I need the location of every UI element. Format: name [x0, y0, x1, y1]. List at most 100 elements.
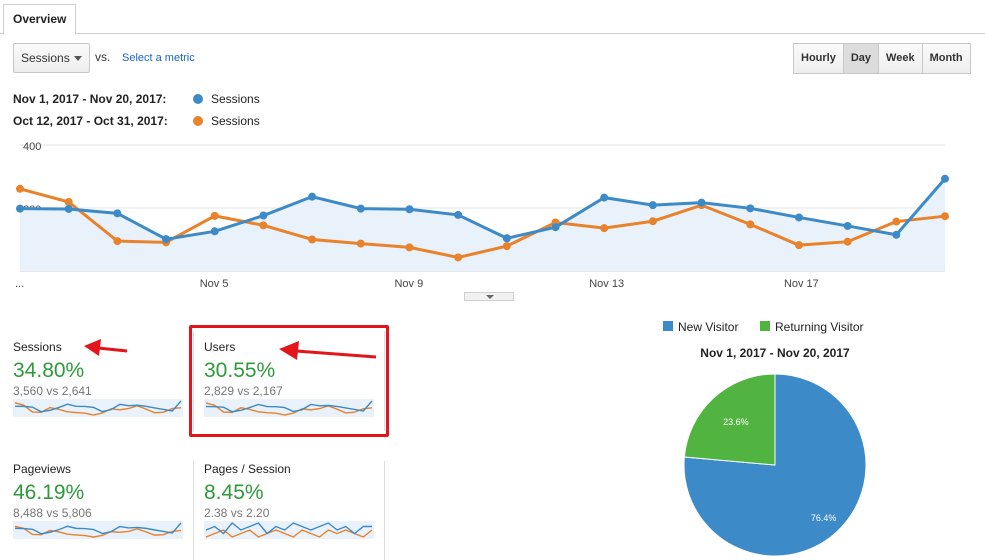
data-point [941, 174, 949, 183]
annotation-highlight-box [189, 325, 389, 437]
data-point [259, 211, 268, 220]
pie-slice-label: 23.6% [723, 417, 749, 427]
series-line-current [19, 177, 947, 241]
kpi-divider [193, 461, 194, 560]
visitor-pie-chart: 76.4% 23.6% [683, 373, 867, 557]
legend-swatch [760, 321, 770, 331]
pie-legend-new: New Visitor [663, 320, 738, 334]
data-point [113, 237, 122, 246]
granularity-buttons: Hourly Day Week Month [793, 43, 971, 74]
kpi-compare: 2,829 vs 2,167 [204, 384, 283, 398]
data-point [210, 211, 219, 220]
tab-overview[interactable]: Overview [3, 4, 77, 35]
kpi-pageviews[interactable]: Pageviews 46.19% 8,488 vs 5,806 [13, 462, 185, 539]
kpi-title: Pages / Session [204, 462, 291, 476]
kpi-sparkline [13, 521, 183, 539]
data-point [648, 201, 657, 210]
data-point [697, 198, 706, 207]
kpi-divider [384, 461, 385, 560]
vs-label: vs. [95, 50, 111, 64]
tab-bar: Overview [0, 0, 985, 35]
data-point [892, 217, 901, 226]
data-point [16, 204, 24, 213]
select-metric-link[interactable]: Select a metric [122, 52, 195, 64]
data-point [454, 253, 463, 262]
legend-series-previous: Sessions [211, 114, 260, 128]
data-point [308, 235, 317, 244]
data-point [405, 243, 414, 252]
kpi-sessions[interactable]: Sessions 34.80% 3,560 vs 2,641 [13, 340, 185, 417]
sparkline-background [204, 521, 374, 539]
kpi-divider [193, 331, 194, 431]
kpi-sparkline [204, 399, 374, 417]
chevron-down-icon [486, 295, 494, 299]
pie-legend-label: Returning Visitor [775, 320, 864, 334]
metric-dropdown[interactable]: Sessions [13, 43, 90, 73]
legend-dot-current [193, 94, 203, 104]
pie-title: Nov 1, 2017 - Nov 20, 2017 [700, 346, 850, 360]
data-point [356, 204, 365, 213]
data-point [551, 223, 560, 232]
kpi-divider [384, 331, 385, 431]
kpi-users[interactable]: Users 30.55% 2,829 vs 2,167 [204, 340, 376, 417]
kpi-sparkline [13, 399, 183, 417]
kpi-title: Users [204, 340, 236, 354]
kpi-sparkline [204, 521, 374, 539]
x-tick-label: Nov 13 [589, 278, 624, 290]
data-point [648, 217, 657, 226]
data-point [892, 230, 901, 239]
data-point [600, 224, 609, 233]
data-point [502, 234, 511, 243]
day-button[interactable]: Day [842, 43, 880, 74]
data-point [843, 221, 852, 230]
sparkline-previous [205, 529, 373, 538]
series-area-current [20, 178, 945, 271]
pie-legend-returning: Returning Visitor [760, 320, 864, 334]
legend-range-current: Nov 1, 2017 - Nov 20, 2017: [13, 92, 167, 106]
sparkline-current [205, 400, 373, 413]
month-button[interactable]: Month [921, 43, 971, 74]
data-point [843, 237, 852, 246]
sparkline-background [13, 521, 183, 539]
data-point [162, 235, 171, 244]
data-point [64, 198, 73, 207]
data-point [113, 209, 122, 218]
sparkline-background [204, 399, 374, 417]
data-point [502, 242, 511, 251]
kpi-compare: 8,488 vs 5,806 [13, 506, 92, 520]
sparkline-current [14, 522, 182, 535]
x-tick-label: Nov 9 [394, 278, 423, 290]
data-point [356, 239, 365, 248]
week-button[interactable]: Week [878, 43, 923, 74]
data-point [16, 184, 24, 193]
legend-series-current: Sessions [211, 92, 260, 106]
sparkline-current [14, 400, 182, 413]
kpi-pages-per-session[interactable]: Pages / Session 8.45% 2.38 vs 2.20 [204, 462, 376, 539]
x-tick-label: ... [15, 278, 24, 290]
legend-swatch [663, 321, 673, 331]
kpi-percent: 30.55% [204, 359, 276, 382]
data-point [794, 241, 803, 250]
data-point [259, 221, 268, 230]
hourly-button[interactable]: Hourly [793, 43, 844, 74]
data-point [941, 212, 949, 221]
data-point [794, 213, 803, 222]
kpi-percent: 46.19% [13, 481, 85, 504]
kpi-compare: 2.38 vs 2.20 [204, 506, 270, 520]
metric-dropdown-label: Sessions [21, 51, 70, 65]
data-point [454, 210, 463, 219]
data-point [405, 205, 414, 214]
kpi-percent: 8.45% [204, 481, 264, 504]
pie-slice-label: 76.4% [811, 513, 837, 523]
legend-dot-previous [193, 116, 203, 126]
x-tick-label: Nov 17 [784, 278, 819, 290]
data-point [746, 204, 755, 213]
kpi-title: Pageviews [13, 462, 72, 476]
sparkline-current [205, 522, 372, 535]
pie-slice-returning-visitor [683, 373, 776, 466]
pie-legend-label: New Visitor [678, 320, 739, 334]
chevron-down-icon [74, 56, 82, 61]
collapse-chart-handle[interactable] [464, 292, 514, 301]
kpi-title: Sessions [13, 340, 62, 354]
